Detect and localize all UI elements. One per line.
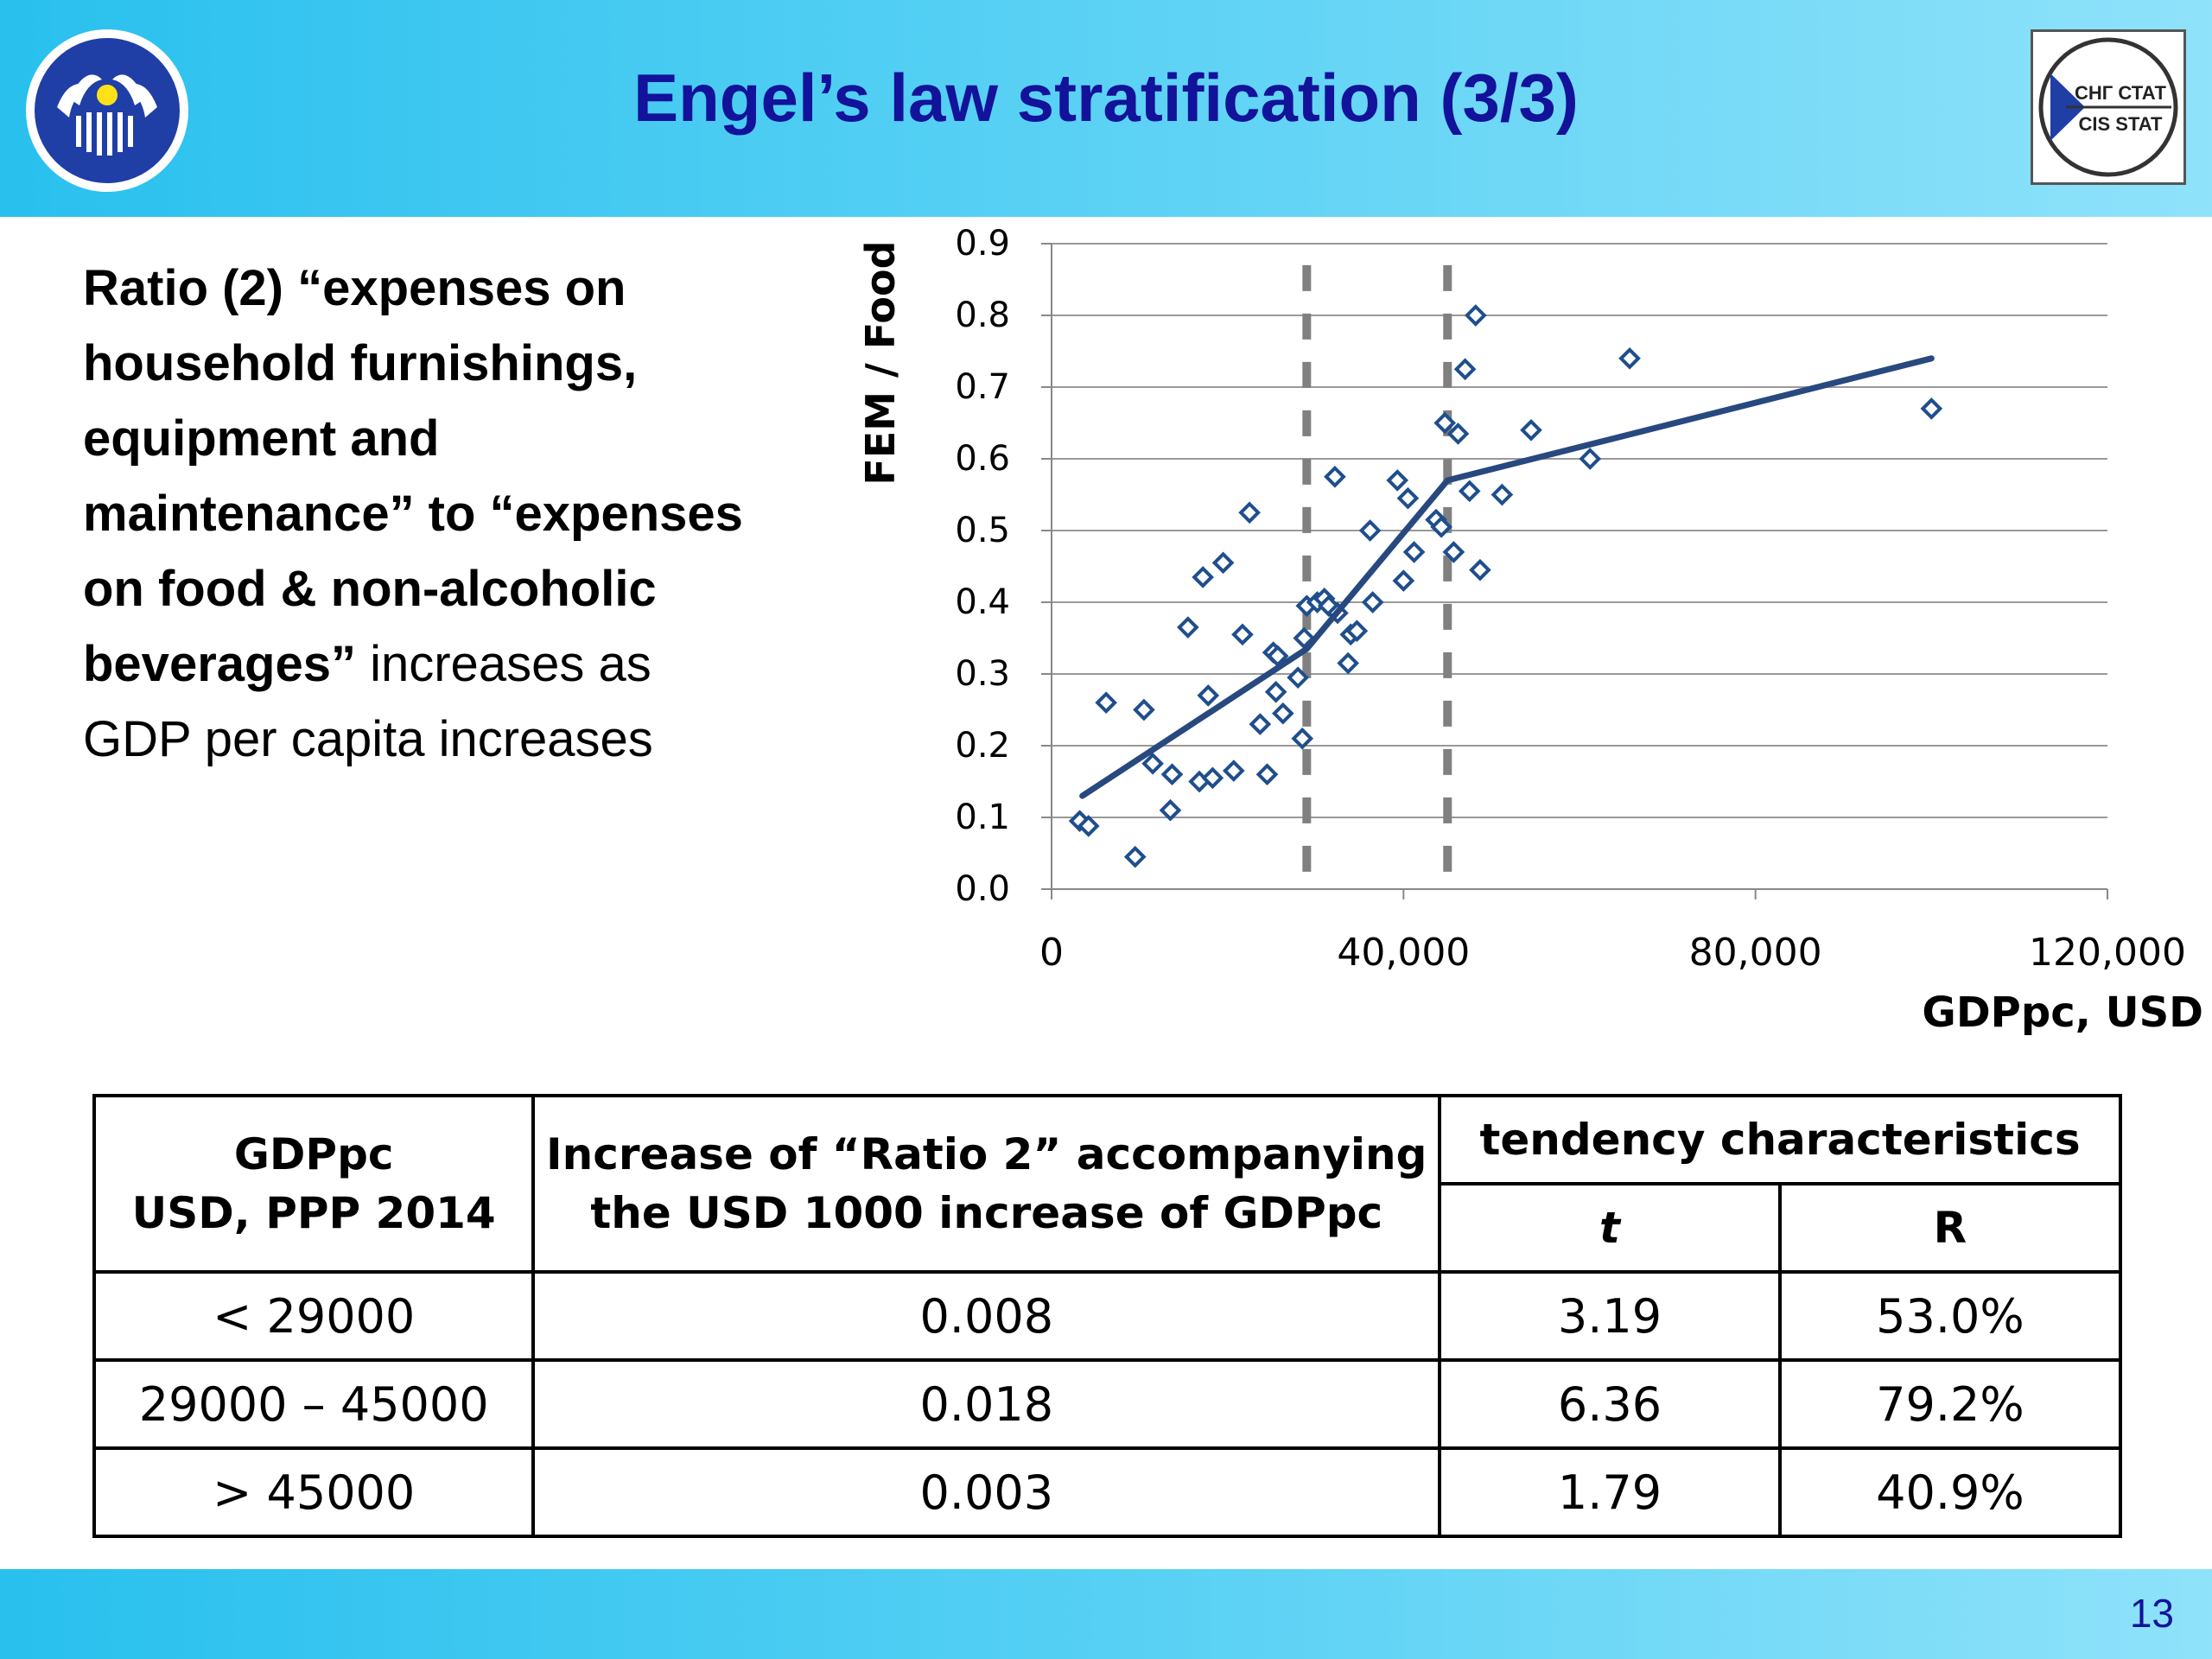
stratification-table: GDPpc USD, PPP 2014 Increase of “Ratio 2… — [92, 1094, 2123, 1538]
y-tick-label: 0.6 — [955, 439, 1010, 479]
cell-increase: 0.003 — [531, 1446, 1442, 1538]
data-point — [1392, 569, 1415, 592]
cell-range: > 45000 — [92, 1446, 536, 1538]
logo-text-ru: СНГ СТАТ — [2075, 82, 2166, 104]
cell-r: 53.0% — [1777, 1270, 2123, 1362]
cis-emblem-logo — [26, 29, 188, 192]
data-point — [1433, 411, 1457, 435]
data-point — [1231, 623, 1254, 646]
cell-r: 40.9% — [1777, 1446, 2123, 1538]
cell-range: < 29000 — [92, 1270, 536, 1362]
y-tick-label: 0.3 — [955, 654, 1010, 694]
cell-t: 6.36 — [1438, 1358, 1782, 1450]
data-point — [1358, 519, 1382, 542]
y-tick-label: 0.9 — [955, 224, 1010, 264]
x-tick-label: 0 — [1039, 931, 1064, 975]
page-number: 13 — [2129, 1591, 2174, 1636]
data-point — [1201, 766, 1224, 790]
data-point — [1264, 680, 1287, 703]
y-tick-label: 0.7 — [955, 367, 1010, 407]
data-point — [1287, 666, 1309, 689]
slide-title: Engel’s law stratification (3/3) — [633, 60, 1579, 136]
header-gdppc: GDPpc USD, PPP 2014 — [92, 1094, 536, 1274]
data-point — [1324, 465, 1346, 488]
y-tick-label: 0.0 — [955, 869, 1010, 909]
data-point — [1361, 591, 1384, 613]
data-point — [1077, 815, 1100, 837]
data-point — [1192, 566, 1214, 588]
x-axis-title: GDPpc, USD — [1922, 988, 2203, 1037]
x-tick-label: 120,000 — [2029, 931, 2186, 975]
data-point — [1618, 346, 1641, 370]
data-point — [1255, 763, 1279, 786]
data-point — [1491, 483, 1514, 506]
data-point — [1469, 558, 1491, 582]
cell-increase: 0.018 — [531, 1358, 1442, 1450]
data-point — [1249, 713, 1272, 735]
data-point — [1465, 304, 1487, 327]
data-point — [1222, 760, 1245, 782]
cell-range: 29000 – 45000 — [92, 1358, 536, 1450]
data-point — [1442, 541, 1465, 563]
y-tick-label: 0.5 — [955, 511, 1010, 550]
data-point — [1920, 397, 1943, 420]
cell-t: 3.19 — [1438, 1270, 1782, 1362]
data-point — [1458, 480, 1481, 503]
header-tendency: tendency characteristics — [1438, 1094, 2122, 1185]
data-point — [1386, 469, 1409, 492]
table-row: < 29000 0.008 3.19 53.0% — [92, 1270, 2123, 1362]
y-tick-label: 0.1 — [955, 798, 1010, 837]
x-tick-label: 80,000 — [1689, 931, 1822, 975]
data-point — [1141, 752, 1164, 775]
footer-bar — [0, 1569, 2212, 1659]
data-point — [1520, 418, 1542, 442]
cis-stat-logo: СНГ СТАТ CIS STAT — [2031, 29, 2186, 185]
y-axis-title: FEM / Food — [857, 240, 904, 485]
data-point — [1453, 358, 1477, 381]
data-point — [1197, 684, 1220, 707]
data-point — [1211, 551, 1235, 575]
ratio-description: Ratio (2) “expenses on household furnish… — [83, 251, 757, 777]
header-t: t — [1438, 1182, 1782, 1274]
data-point — [1177, 616, 1199, 639]
cell-r: 79.2% — [1777, 1358, 2123, 1450]
table-row: 29000 – 45000 0.018 6.36 79.2% — [92, 1358, 2123, 1450]
data-point — [1133, 698, 1155, 721]
data-point — [1291, 727, 1314, 750]
ratio-description-normal: increases as GDP per capita increases — [83, 636, 653, 767]
data-point — [1579, 448, 1602, 470]
data-point — [1446, 423, 1470, 445]
scatter-chart: 0.0 0.1 0.2 0.3 0.4 0.5 0.6 0.7 0.8 0.9 0 40,000 80,… — [857, 224, 2203, 1037]
cell-increase: 0.008 — [531, 1270, 1442, 1362]
logo-text-en: CIS STAT — [2078, 113, 2163, 135]
data-point — [1123, 845, 1147, 868]
header-increase: Increase of “Ratio 2” accompanying the U… — [531, 1094, 1442, 1274]
data-point — [1095, 691, 1117, 715]
data-point — [1271, 702, 1294, 725]
y-tick-label: 0.2 — [955, 726, 1010, 766]
header-bar — [0, 0, 2212, 217]
table-row: > 45000 0.003 1.79 40.9% — [92, 1446, 2123, 1538]
data-point — [1159, 798, 1182, 822]
ratio-description-bold: Ratio (2) “expenses on household furnish… — [83, 260, 743, 692]
data-point — [1430, 516, 1452, 538]
header-r: R — [1777, 1182, 2123, 1274]
cell-t: 1.79 — [1438, 1446, 1782, 1538]
y-tick-label: 0.8 — [955, 296, 1010, 335]
x-tick-label: 40,000 — [1337, 931, 1470, 975]
trend-line — [1079, 355, 1935, 799]
data-point — [1238, 501, 1261, 524]
data-point — [1396, 486, 1420, 510]
y-tick-label: 0.4 — [955, 582, 1010, 622]
data-point — [1337, 652, 1360, 675]
data-point — [1345, 620, 1369, 643]
data-point — [1402, 541, 1426, 563]
data-point — [1160, 763, 1184, 786]
